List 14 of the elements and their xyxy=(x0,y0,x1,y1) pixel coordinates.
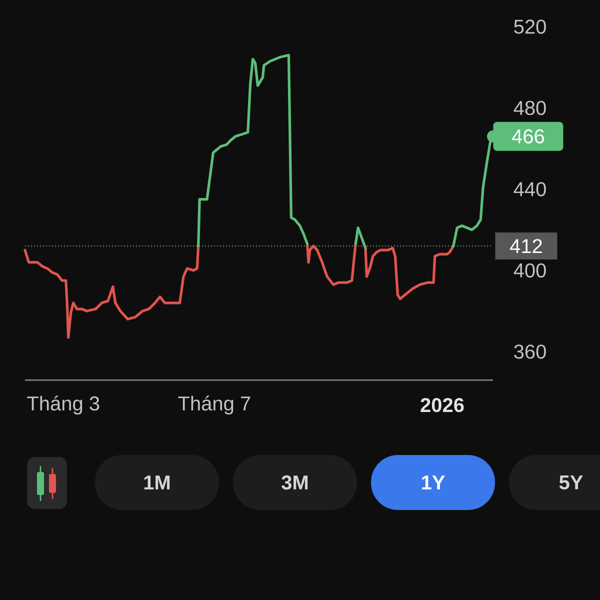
text: 1Y xyxy=(422,476,445,490)
y-tick-label: 400 xyxy=(514,263,546,278)
y-tick-label: 480 xyxy=(514,100,546,116)
x-tick-label: Tháng 3 xyxy=(27,396,100,415)
y-tick-label: 520 xyxy=(514,20,546,34)
text: 3M xyxy=(282,475,308,490)
text: 1M xyxy=(144,476,170,490)
y-tick-label: 440 xyxy=(514,182,546,196)
x-tick-label: 2026 xyxy=(420,398,464,412)
ref-line-label: 412 xyxy=(510,239,542,254)
text: 5Y xyxy=(559,476,583,490)
x-tick-label: Tháng 7 xyxy=(178,396,250,415)
y-tick-label: 360 xyxy=(514,344,546,359)
annotation: 466 xyxy=(512,129,544,144)
